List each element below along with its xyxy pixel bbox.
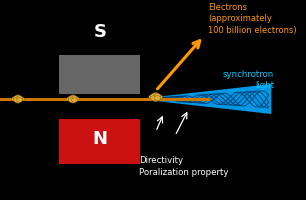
Circle shape [68, 96, 74, 100]
Circle shape [149, 95, 155, 99]
Circle shape [151, 93, 157, 98]
Bar [59, 118, 140, 164]
Circle shape [152, 97, 159, 102]
Circle shape [67, 97, 73, 101]
Circle shape [70, 95, 76, 99]
Circle shape [72, 96, 78, 100]
Text: S: S [93, 23, 106, 41]
Circle shape [156, 95, 162, 99]
Circle shape [72, 98, 78, 102]
Circle shape [151, 96, 157, 101]
Circle shape [17, 98, 23, 102]
Bar [59, 55, 140, 94]
Text: synchrotron
light: synchrotron light [223, 70, 274, 90]
Circle shape [152, 92, 159, 97]
Circle shape [154, 93, 161, 98]
Text: Electrons
(approximately
100 billion electrons): Electrons (approximately 100 billion ele… [208, 3, 297, 35]
Circle shape [68, 98, 74, 102]
Circle shape [18, 97, 24, 101]
Circle shape [17, 96, 23, 100]
Text: Directivity
Poralization property: Directivity Poralization property [139, 156, 229, 177]
Circle shape [13, 98, 19, 102]
Circle shape [154, 96, 161, 101]
Circle shape [73, 97, 79, 101]
Polygon shape [138, 84, 271, 114]
Circle shape [70, 99, 76, 103]
Circle shape [13, 96, 19, 100]
Text: N: N [92, 130, 107, 148]
Circle shape [15, 95, 21, 99]
Circle shape [15, 99, 21, 103]
Circle shape [12, 97, 18, 101]
